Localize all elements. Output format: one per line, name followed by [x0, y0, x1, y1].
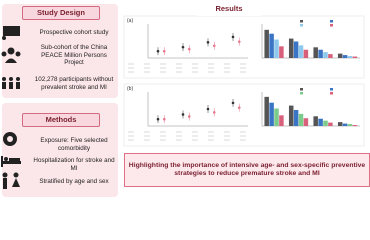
icon-group	[1, 47, 21, 63]
results-charts: (a) (b)	[123, 15, 365, 147]
legend-swatch	[300, 92, 303, 95]
legend-swatch	[330, 20, 333, 23]
section-title: Study Design	[22, 6, 100, 20]
bar	[337, 122, 343, 126]
bar	[318, 49, 323, 58]
legend-swatch	[330, 88, 333, 91]
estimate	[237, 106, 241, 109]
legend-swatch	[330, 92, 333, 95]
results-title: Results	[196, 2, 262, 16]
bar	[264, 29, 269, 58]
design-item: Sub-cohort of the China PEACE Million Pe…	[40, 44, 108, 66]
icon-presentation	[2, 26, 20, 40]
icon-head	[3, 132, 17, 146]
estimate	[187, 115, 191, 118]
bar	[269, 102, 274, 126]
icon-bed	[1, 156, 21, 167]
bar	[337, 53, 343, 58]
section-title: Methods	[22, 113, 100, 127]
estimate	[231, 101, 235, 105]
bar	[293, 41, 299, 58]
chart-frame	[123, 15, 365, 79]
bar	[342, 55, 348, 58]
estimate	[187, 47, 191, 51]
bar	[298, 45, 304, 58]
graphical-abstract: (a) (b) Study Design Prospective cohort s…	[1, 2, 370, 197]
estimate	[231, 35, 235, 39]
bar	[323, 120, 328, 126]
bar	[347, 124, 353, 126]
legend-swatch	[300, 24, 303, 27]
bar	[328, 122, 333, 126]
bar	[264, 96, 269, 126]
bar	[303, 118, 309, 126]
bar	[274, 39, 279, 58]
icon-people	[2, 172, 20, 189]
bar	[342, 123, 348, 126]
bar	[313, 116, 318, 126]
bar	[352, 125, 358, 126]
icon-crowd	[2, 77, 20, 89]
method-item: Hospitalization for stroke and MI	[33, 157, 115, 172]
bar	[323, 52, 328, 58]
bar	[298, 113, 304, 126]
estimate	[156, 49, 160, 53]
bar	[328, 54, 333, 58]
panel-label: (b)	[127, 86, 133, 92]
bar	[313, 47, 318, 58]
legend-swatch	[330, 24, 333, 27]
panel-label: (a)	[127, 18, 133, 24]
bar	[279, 46, 284, 58]
estimate	[181, 113, 185, 116]
design-item: 102,278 participants without prevalent s…	[34, 76, 114, 91]
bar	[288, 105, 294, 126]
estimate	[181, 45, 185, 49]
bar	[352, 56, 358, 58]
conclusion: Highlighting the importance of intensive…	[124, 153, 370, 187]
bar	[288, 38, 294, 58]
estimate	[212, 44, 216, 48]
chart-frame	[123, 83, 365, 147]
design-item: Prospective cohort study	[39, 29, 109, 36]
estimate	[212, 111, 216, 114]
bar	[279, 115, 284, 126]
bar	[303, 49, 309, 58]
method-item: Stratified by age and sex	[39, 178, 109, 185]
estimate	[162, 117, 166, 121]
legend-swatch	[300, 20, 303, 23]
bar	[293, 109, 299, 126]
bar	[347, 56, 353, 58]
bar	[269, 33, 274, 58]
estimate	[162, 49, 166, 53]
bar	[318, 118, 323, 126]
estimate	[206, 107, 210, 111]
estimate	[156, 117, 160, 121]
method-item: Exposure: Five selected comorbidity	[40, 137, 108, 152]
estimate	[206, 41, 210, 44]
legend-swatch	[300, 88, 303, 91]
bar	[274, 108, 279, 126]
estimate	[237, 40, 241, 43]
